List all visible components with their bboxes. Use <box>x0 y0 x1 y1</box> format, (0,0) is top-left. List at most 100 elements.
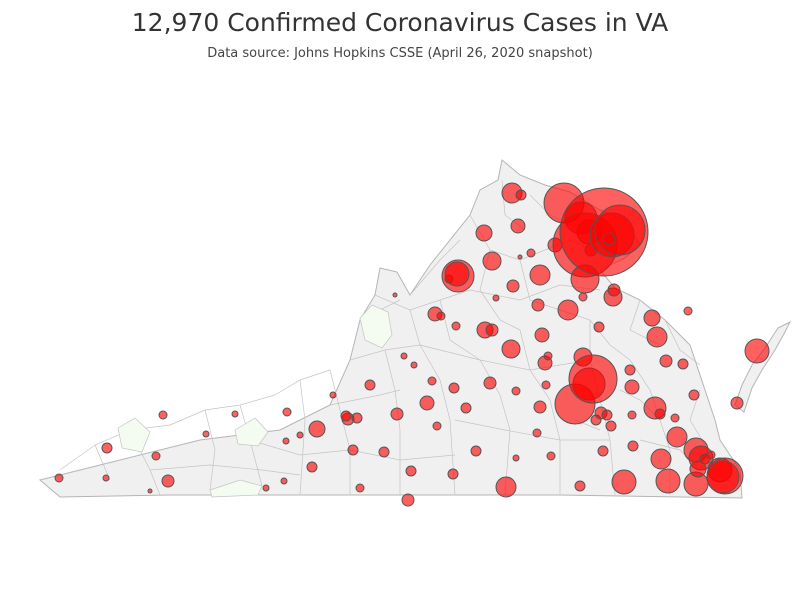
case-bubble <box>627 440 639 452</box>
case-bubble <box>532 428 542 438</box>
case-bubble <box>400 352 408 360</box>
case-bubble <box>655 468 681 494</box>
case-bubble <box>574 480 586 492</box>
county-border <box>204 409 216 491</box>
case-bubble <box>659 354 673 368</box>
case-bubble <box>444 261 470 287</box>
case-bubble <box>306 461 318 473</box>
case-bubble <box>483 376 497 390</box>
case-bubble <box>706 460 740 494</box>
case-bubble <box>607 283 621 297</box>
case-bubble <box>650 448 672 470</box>
case-bubble <box>517 254 523 260</box>
case-bubble <box>151 451 161 461</box>
county-border <box>409 239 461 296</box>
case-bubble <box>578 292 588 302</box>
county-border <box>299 379 306 496</box>
case-bubble <box>677 358 689 370</box>
case-bubble <box>602 232 616 246</box>
case-bubble <box>594 204 646 256</box>
case-bubble <box>436 311 446 321</box>
case-bubble <box>460 402 472 414</box>
case-bubble <box>506 279 520 293</box>
case-bubble <box>526 248 536 258</box>
case-bubble <box>533 400 547 414</box>
case-bubble <box>392 292 398 298</box>
case-bubble <box>593 321 605 333</box>
case-bubble <box>666 426 688 448</box>
case-bubble <box>495 476 517 498</box>
county-border <box>59 424 171 471</box>
case-bubble <box>282 407 292 417</box>
case-bubble <box>512 454 520 462</box>
county-border <box>329 389 401 406</box>
case-bubble <box>601 409 613 421</box>
county-border <box>419 344 456 496</box>
county-border <box>479 249 521 331</box>
case-bubble <box>531 298 545 312</box>
case-bubble <box>482 251 502 271</box>
case-bubble <box>624 364 636 376</box>
county-border <box>689 389 706 446</box>
county-border <box>454 419 610 441</box>
case-bubble <box>296 431 304 439</box>
county-border <box>149 464 301 476</box>
case-bubble <box>351 412 363 424</box>
case-bubble <box>670 413 680 423</box>
case-bubble <box>378 446 390 458</box>
case-bubble <box>534 327 550 343</box>
no-case-county <box>359 304 393 349</box>
county-border <box>519 259 561 311</box>
eastern-shore <box>734 320 792 413</box>
case-bubble <box>161 474 175 488</box>
case-bubble <box>744 338 770 364</box>
case-bubble <box>541 380 551 390</box>
case-bubble <box>401 493 415 507</box>
case-bubble <box>597 445 609 457</box>
county-border <box>94 444 111 481</box>
case-bubble <box>515 189 527 201</box>
case-bubble <box>410 361 418 369</box>
case-bubble <box>280 477 288 485</box>
case-bubble <box>546 451 556 461</box>
case-bubble <box>511 386 521 396</box>
case-bubble <box>231 410 239 418</box>
case-bubble <box>557 299 579 321</box>
case-bubble <box>451 321 461 331</box>
case-bubble <box>475 224 493 242</box>
case-bubble <box>102 474 110 482</box>
case-bubble <box>654 408 666 420</box>
case-bubble <box>447 468 459 480</box>
county-border <box>409 309 421 346</box>
case-bubble <box>329 391 337 399</box>
case-bubble <box>510 218 526 234</box>
case-bubble <box>262 484 270 492</box>
case-bubble <box>501 339 521 359</box>
county-border <box>169 394 276 426</box>
case-bubble <box>683 306 693 316</box>
no-case-county <box>209 479 263 498</box>
county-border <box>329 369 351 495</box>
case-bubble <box>405 465 417 477</box>
county-border <box>374 289 471 311</box>
map-title: 12,970 Confirmed Coronavirus Cases in VA <box>131 8 669 37</box>
case-bubble <box>427 376 437 386</box>
case-bubble <box>699 453 711 465</box>
case-bubble <box>543 351 553 361</box>
county-border <box>664 319 701 366</box>
case-bubble <box>646 326 668 348</box>
county-border <box>519 329 561 495</box>
case-bubble <box>568 354 618 404</box>
case-bubble <box>470 445 482 457</box>
no-case-county <box>234 417 269 447</box>
case-bubble <box>605 420 617 432</box>
case-bubble <box>347 444 359 456</box>
case-bubble <box>340 410 352 422</box>
case-bubble <box>158 410 168 420</box>
case-bubble <box>202 430 210 438</box>
case-bubble <box>432 421 442 431</box>
case-bubble <box>448 382 460 394</box>
map-subtitle: Data source: Johns Hopkins CSSE (April 2… <box>207 46 593 61</box>
county-border <box>419 344 591 371</box>
